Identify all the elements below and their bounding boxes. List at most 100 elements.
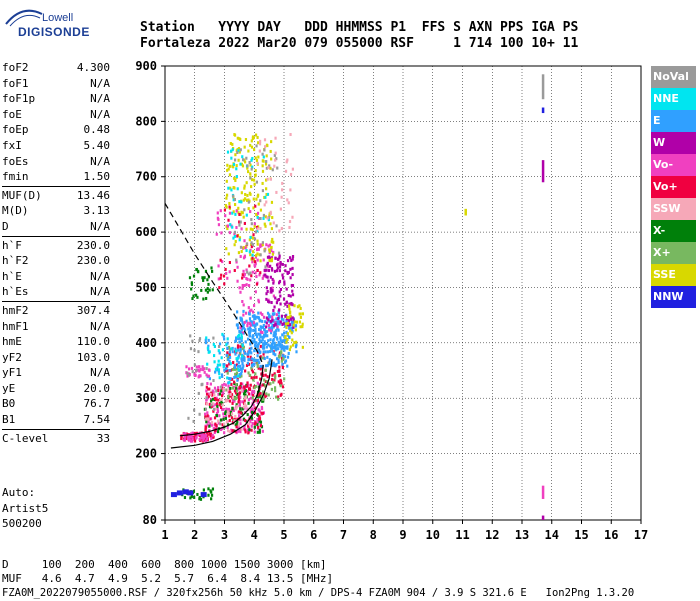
- echo-point: [278, 322, 281, 326]
- param-row: MUF(D) 13.46: [2, 188, 110, 204]
- echo-point: [272, 240, 275, 244]
- legend-item-nne: NNE: [651, 88, 696, 110]
- echo-point: [256, 398, 260, 402]
- echo-point: [205, 392, 209, 396]
- echo-point: [225, 271, 228, 275]
- echo-point: [265, 345, 268, 349]
- echo-point: [291, 293, 295, 297]
- echo-point: [272, 345, 275, 349]
- echo-point: [274, 353, 277, 357]
- echo-point: [245, 249, 248, 253]
- echo-point: [289, 276, 292, 280]
- echo-point: [204, 288, 208, 292]
- echo-point: [262, 323, 265, 327]
- echo-point: [244, 138, 248, 142]
- echo-point: [249, 334, 252, 338]
- echo-point: [205, 296, 208, 300]
- echo-point: [258, 338, 261, 342]
- echo-point: [265, 292, 268, 296]
- echo-point: [264, 265, 267, 269]
- echo-point: [257, 349, 260, 353]
- echo-point: [239, 326, 242, 330]
- echo-point: [273, 324, 276, 328]
- echo-point: [272, 313, 275, 317]
- echo-point: [209, 432, 213, 436]
- echo-point: [271, 237, 274, 241]
- echo-point: [221, 348, 225, 352]
- echo-point: [228, 211, 232, 215]
- echo-point: [253, 343, 257, 347]
- echo-point: [233, 158, 237, 162]
- echo-point: [216, 430, 220, 434]
- echo-point: [190, 282, 194, 286]
- echo-point: [249, 172, 252, 176]
- echo-point: [239, 331, 242, 335]
- echo-point: [254, 169, 257, 173]
- param-value: 4.300: [76, 61, 110, 74]
- echo-point: [247, 371, 250, 375]
- echo-point: [261, 276, 264, 280]
- echo-point: [252, 304, 256, 308]
- echo-point: [228, 380, 231, 384]
- echo-point: [289, 267, 292, 271]
- echo-point: [268, 362, 271, 366]
- echo-point: [258, 415, 261, 419]
- echo-point: [195, 293, 198, 297]
- echo-point: [220, 231, 223, 235]
- echo-point: [205, 385, 208, 389]
- echo-point: [254, 421, 257, 425]
- echo-point: [266, 350, 270, 354]
- echo-point: [219, 422, 222, 426]
- echo-point: [278, 290, 281, 294]
- echo-point: [275, 301, 279, 305]
- echo-point: [225, 364, 228, 368]
- echo-point: [284, 340, 287, 344]
- echo-point: [219, 276, 222, 280]
- echo-point: [252, 206, 255, 210]
- echo-point: [288, 348, 292, 352]
- echo-point: [287, 294, 290, 298]
- echo-point: [217, 277, 220, 281]
- echo-point: [227, 384, 230, 388]
- echo-point: [212, 404, 215, 408]
- echo-point: [204, 425, 208, 429]
- echo-point: [253, 411, 257, 415]
- echo-point: [250, 139, 253, 143]
- echo-point: [237, 251, 241, 255]
- echo-point: [246, 277, 249, 281]
- echo-point: [263, 340, 266, 344]
- echo-point: [233, 367, 236, 371]
- echo-point: [276, 395, 280, 399]
- echo-cluster: [256, 133, 294, 233]
- echo-point: [278, 369, 281, 373]
- echo-point: [226, 425, 229, 429]
- echo-point: [257, 332, 260, 336]
- echo-point: [262, 350, 265, 354]
- echo-point: [243, 283, 246, 287]
- echo-point: [255, 212, 258, 216]
- echo-point: [234, 347, 237, 351]
- echo-point: [237, 354, 240, 358]
- echo-point: [268, 164, 271, 168]
- echo-point: [223, 208, 227, 212]
- echo-point: [291, 215, 294, 219]
- echo-point: [209, 422, 212, 426]
- echo-point: [259, 227, 262, 231]
- echo-point: [200, 288, 203, 292]
- echo-point: [270, 249, 273, 253]
- echo-point: [236, 151, 239, 155]
- echo-point: [269, 149, 272, 153]
- echo-point: [226, 227, 229, 231]
- param-value: 5.40: [83, 138, 111, 152]
- echo-point: [252, 340, 255, 344]
- echo-point: [257, 311, 260, 315]
- echo-point: [241, 325, 244, 329]
- echo-point: [255, 180, 259, 184]
- echo-point: [243, 358, 246, 362]
- echo-point: [210, 437, 213, 441]
- echo-point: [241, 407, 244, 411]
- param-row: foF1p N/A: [2, 91, 110, 107]
- echo-point: [251, 243, 255, 247]
- echo-point: [249, 420, 252, 424]
- echo-point: [183, 438, 187, 442]
